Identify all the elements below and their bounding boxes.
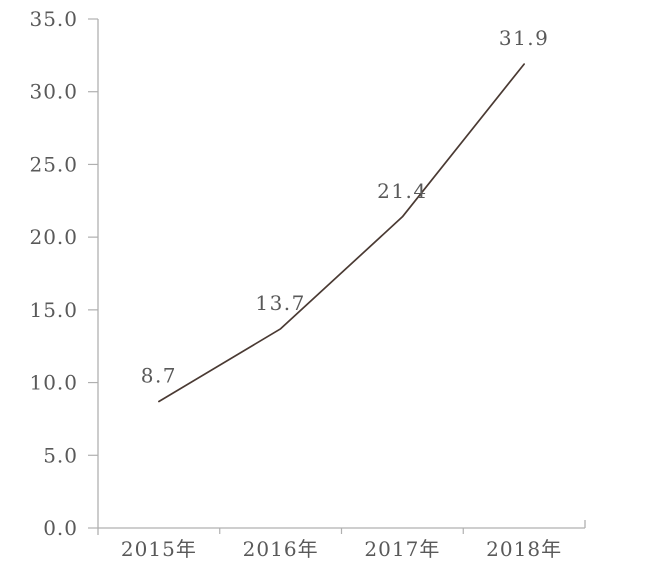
- y-tick-label: 25.0: [29, 152, 78, 176]
- y-tick-label: 20.0: [29, 225, 78, 249]
- category-label: 2018年: [486, 537, 562, 561]
- y-tick-label: 10.0: [29, 371, 78, 395]
- data-label: 21.4: [377, 179, 428, 203]
- y-tick-label: 0.0: [43, 516, 78, 540]
- y-tick-label: 15.0: [29, 298, 78, 322]
- category-label: 2015年: [121, 537, 197, 561]
- y-tick-label: 5.0: [43, 443, 78, 467]
- data-label: 8.7: [141, 363, 177, 387]
- data-label: 13.7: [255, 291, 306, 315]
- data-series-line: [158, 63, 525, 403]
- category-label: 2016年: [243, 537, 319, 561]
- y-tick-label: 30.0: [29, 80, 78, 104]
- y-tick-label: 35.0: [29, 7, 78, 31]
- category-label: 2017年: [364, 537, 440, 561]
- data-label: 31.9: [499, 26, 550, 50]
